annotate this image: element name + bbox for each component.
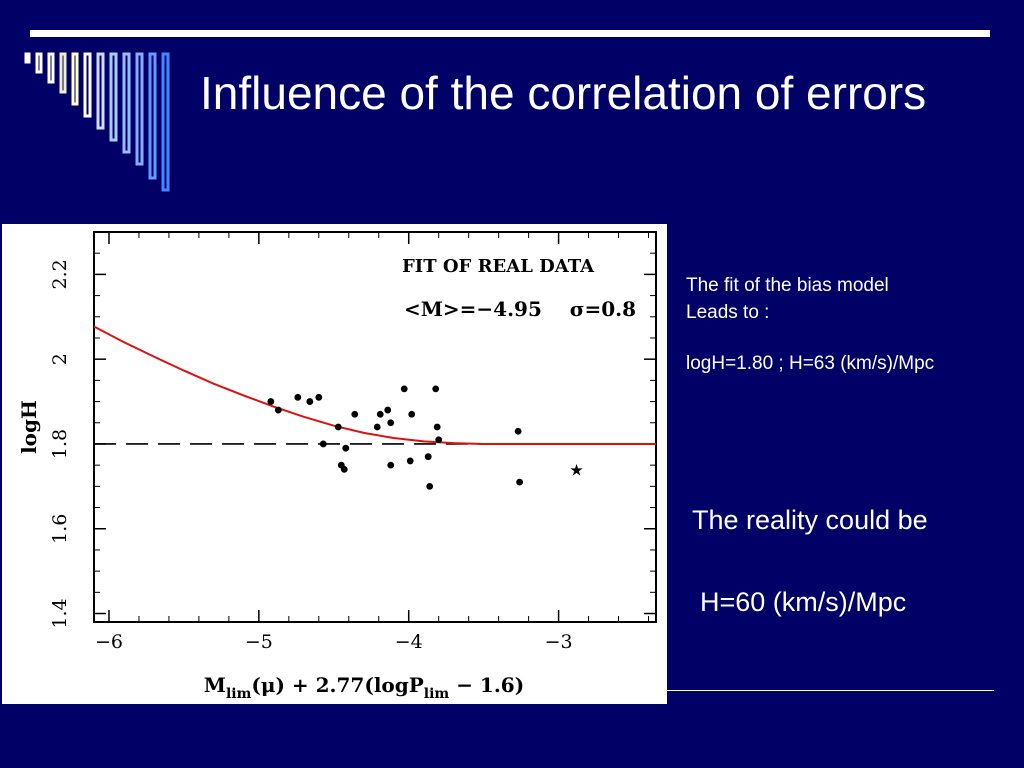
data-point bbox=[294, 393, 302, 401]
bottom-rule bbox=[666, 690, 994, 691]
data-point bbox=[384, 406, 392, 414]
data-point bbox=[340, 465, 348, 473]
top-rule bbox=[30, 30, 990, 37]
x-label-end: − 1.6) bbox=[449, 673, 524, 697]
data-point bbox=[516, 478, 524, 486]
data-point bbox=[424, 453, 432, 461]
x-axis-label: Mlim(μ) + 2.77(logPlim − 1.6) bbox=[204, 673, 524, 702]
y-tick-label: 2 bbox=[49, 353, 71, 365]
data-point bbox=[408, 410, 416, 418]
data-point bbox=[426, 482, 434, 490]
x-tick-label: −5 bbox=[245, 631, 273, 653]
fit-curve bbox=[93, 325, 656, 445]
slide-title: Influence of the correlation of errors bbox=[200, 67, 927, 119]
reality-value: H=60 (km/s)/Mpc bbox=[700, 587, 907, 617]
data-point bbox=[274, 406, 282, 414]
x-tick-label: −6 bbox=[95, 631, 123, 653]
data-point bbox=[432, 385, 440, 393]
data-point bbox=[433, 423, 441, 431]
data-point bbox=[373, 423, 381, 431]
fit-note-line2: Leads to : bbox=[686, 302, 770, 323]
data-point bbox=[351, 410, 359, 418]
data-point bbox=[315, 393, 323, 401]
chart-title: FIT OF REAL DATA bbox=[402, 256, 595, 277]
x-label-mid: (μ) + 2.77(logP bbox=[251, 673, 423, 697]
chart-annotation: <M>=−4.95 σ=0.8 bbox=[404, 297, 636, 321]
y-tick-label: 1.4 bbox=[49, 598, 71, 628]
data-point bbox=[387, 419, 395, 427]
y-tick-label: 2.2 bbox=[49, 259, 71, 289]
plot-frame bbox=[93, 231, 657, 623]
decorative-bars bbox=[24, 52, 170, 192]
data-point bbox=[376, 410, 384, 418]
data-point bbox=[514, 427, 522, 435]
x-label-p-sub: lim bbox=[424, 686, 450, 702]
data-point bbox=[319, 440, 327, 448]
star-marker: ★ bbox=[569, 460, 583, 479]
data-point bbox=[406, 457, 414, 465]
reality-text: The reality could be bbox=[692, 505, 928, 535]
data-point bbox=[342, 444, 350, 452]
data-point bbox=[267, 398, 275, 405]
x-tick-label: −4 bbox=[395, 631, 423, 653]
fit-note-line1: The fit of the bias model bbox=[686, 275, 889, 296]
y-tick-label: 1.6 bbox=[49, 514, 71, 544]
y-axis-label: logH bbox=[17, 400, 41, 454]
data-point bbox=[435, 436, 443, 444]
scatter-chart: −6 −5 −4 −3 1.4 1.6 1.8 2 2.2 ★ FIT OF REAL DAT… bbox=[17, 231, 657, 702]
data-point bbox=[306, 398, 314, 405]
y-tick-label: 1.8 bbox=[49, 429, 71, 459]
x-label-m: M bbox=[204, 673, 226, 697]
x-tick-label: −3 bbox=[545, 631, 573, 653]
x-label-m-sub: lim bbox=[226, 686, 252, 702]
data-point bbox=[387, 461, 395, 469]
fit-result: logH=1.80 ; H=63 (km/s)/Mpc bbox=[686, 353, 935, 374]
data-point bbox=[400, 385, 408, 393]
chart-figure: −6 −5 −4 −3 1.4 1.6 1.8 2 2.2 ★ FIT OF REAL DAT… bbox=[2, 224, 667, 704]
data-point bbox=[334, 423, 342, 431]
fit-notes: The fit of the bias model Leads to : log… bbox=[686, 272, 1022, 377]
